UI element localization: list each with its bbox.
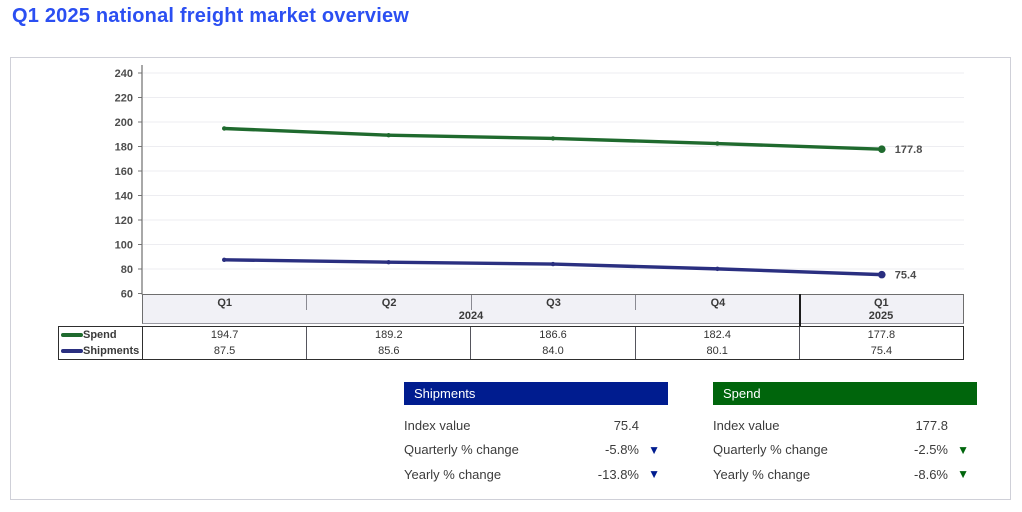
- card-row-yearly-change: Yearly % change -13.8% ▼: [404, 462, 668, 487]
- table-cell: 84.0: [471, 343, 636, 359]
- metric-label: Index value: [713, 417, 780, 433]
- svg-text:60: 60: [121, 289, 133, 299]
- shipments-card-title: Shipments: [404, 382, 668, 405]
- svg-text:240: 240: [115, 68, 133, 80]
- quarter-label: Q1: [143, 295, 308, 310]
- x-axis-header-band: Q1 Q2 Q3 Q4 Q1 2024 2025: [142, 294, 964, 324]
- table-cell: 182.4: [636, 327, 800, 343]
- table-row-shipments: 87.5 85.6 84.0 80.1 75.4: [143, 343, 963, 359]
- svg-text:80: 80: [121, 264, 133, 276]
- quarter-label: Q1: [873, 297, 889, 309]
- legend-label: Spend: [83, 329, 117, 341]
- legend-column: Spend Shipments: [59, 327, 143, 359]
- svg-text:220: 220: [115, 93, 133, 105]
- spend-line-swatch: [61, 333, 83, 337]
- metric-value: -5.8%: [605, 442, 639, 458]
- table-cell: 189.2: [307, 327, 472, 343]
- spend-card-title: Spend: [713, 382, 977, 405]
- quarter-label-row: Q1 Q2 Q3 Q4 Q1: [143, 295, 963, 310]
- down-arrow-icon: ▼: [957, 467, 969, 482]
- svg-text:160: 160: [115, 166, 133, 178]
- metric-label: Quarterly % change: [404, 442, 519, 458]
- table-cell: 75.4: [870, 345, 893, 357]
- table-cell: 177.8: [867, 329, 896, 341]
- down-arrow-icon: ▼: [957, 442, 969, 457]
- shipments-summary-card: Shipments Index value 75.4 Quarterly % c…: [404, 382, 668, 487]
- card-row-index-value: Index value 177.8: [713, 413, 977, 438]
- legend-item-spend: Spend: [59, 327, 142, 343]
- spend-summary-card: Spend Index value 177.8 Quarterly % chan…: [713, 382, 977, 487]
- year-label-2024: 2024: [458, 310, 484, 322]
- quarter-label: Q2: [307, 295, 472, 310]
- card-row-quarterly-change: Quarterly % change -2.5% ▼: [713, 438, 977, 463]
- legend-item-shipments: Shipments: [59, 343, 142, 359]
- metric-label: Index value: [404, 417, 471, 433]
- shipments-card-body: Index value 75.4 Quarterly % change -5.8…: [404, 413, 668, 487]
- table-cell: 87.5: [143, 343, 308, 359]
- metric-label: Quarterly % change: [713, 442, 828, 458]
- down-arrow-icon: ▼: [648, 467, 660, 482]
- values-grid: 194.7 189.2 186.6 182.4 177.8 87.5 85.6 …: [143, 327, 963, 359]
- table-cell: 80.1: [636, 343, 800, 359]
- metric-value: 177.8: [915, 417, 948, 433]
- svg-text:75.4: 75.4: [895, 270, 917, 282]
- table-cell: 194.7: [143, 327, 308, 343]
- svg-text:200: 200: [115, 117, 133, 129]
- metric-label: Yearly % change: [404, 466, 502, 482]
- card-row-yearly-change: Yearly % change -8.6% ▼: [713, 462, 977, 487]
- quarter-label: Q3: [472, 295, 637, 310]
- quarter-label: Q4: [710, 297, 726, 309]
- metric-value: -13.8%: [597, 466, 639, 482]
- metric-value: -8.6%: [914, 466, 948, 482]
- svg-text:140: 140: [115, 191, 133, 203]
- card-row-quarterly-change: Quarterly % change -5.8% ▼: [404, 438, 668, 463]
- legend-label: Shipments: [83, 345, 140, 357]
- page-title: Q1 2025 national freight market overview: [12, 5, 410, 27]
- down-arrow-icon: ▼: [648, 442, 660, 457]
- metric-value: 75.4: [613, 417, 639, 433]
- svg-text:120: 120: [115, 215, 133, 227]
- freight-line-chart: 240 220 200 180 160 140 120 100 80 60 177.8 75.4: [115, 65, 964, 299]
- year-label-row: 2024 2025: [143, 310, 963, 324]
- metric-label: Yearly % change: [713, 466, 811, 482]
- svg-text:180: 180: [115, 142, 133, 154]
- chart-data-table: Spend Shipments 194.7 189.2 186.6 182.4 …: [58, 326, 964, 360]
- svg-text:100: 100: [115, 240, 133, 252]
- spend-card-body: Index value 177.8 Quarterly % change -2.…: [713, 413, 977, 487]
- table-row-spend: 194.7 189.2 186.6 182.4 177.8: [143, 327, 963, 343]
- table-cell: 85.6: [307, 343, 472, 359]
- freight-overview-panel: 240 220 200 180 160 140 120 100 80 60 177.8 75.4 Q1…: [10, 57, 1011, 500]
- shipments-line-swatch: [61, 349, 83, 353]
- svg-text:177.8: 177.8: [895, 144, 923, 156]
- card-row-index-value: Index value 75.4: [404, 413, 668, 438]
- year-label-2025: 2025: [868, 310, 894, 322]
- table-cell: 186.6: [471, 327, 636, 343]
- metric-value: -2.5%: [914, 442, 948, 458]
